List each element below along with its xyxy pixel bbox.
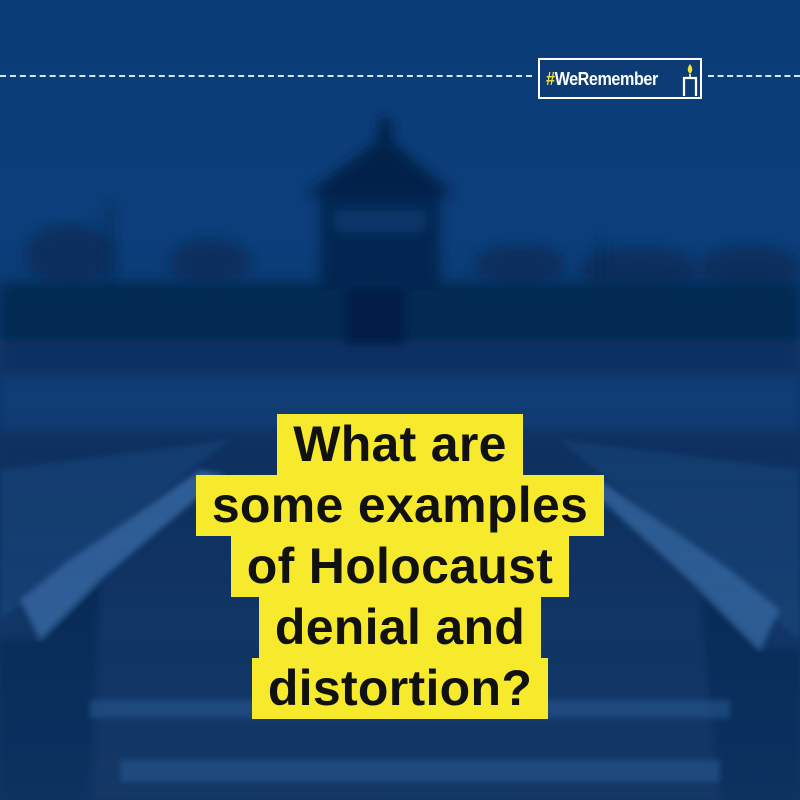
candle-icon xyxy=(682,64,698,96)
headline-question: What are some examples of Holocaust deni… xyxy=(0,414,800,719)
we-remember-badge: #WeRemember xyxy=(538,58,702,99)
headline-line: denial and xyxy=(258,597,542,658)
dashed-divider-left xyxy=(0,75,532,77)
dashed-divider-right xyxy=(708,75,800,77)
hashtag-text: WeRemember xyxy=(554,69,659,89)
hash-symbol: # xyxy=(546,69,555,89)
headline-line: of Holocaust xyxy=(230,536,570,597)
headline-line: distortion? xyxy=(251,658,549,719)
headline-line: some examples xyxy=(195,475,605,536)
headline-line: What are xyxy=(277,414,523,475)
hashtag-label: #WeRemember xyxy=(546,69,658,90)
